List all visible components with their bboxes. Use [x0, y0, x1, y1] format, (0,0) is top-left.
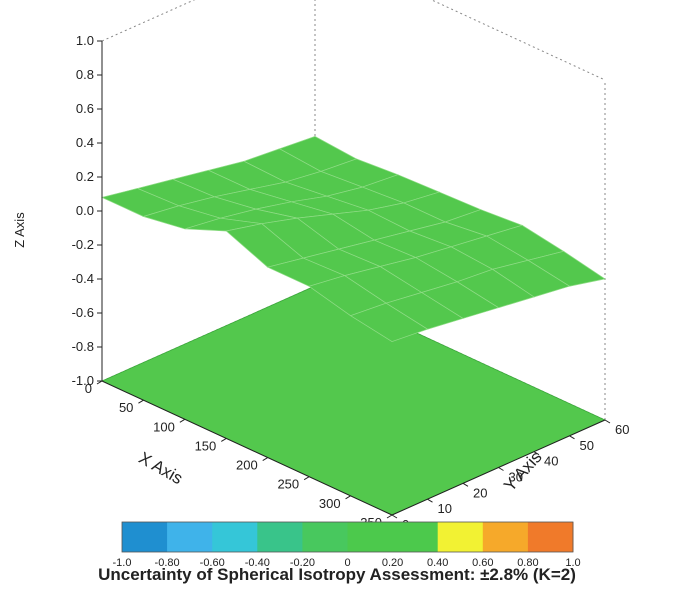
z-axis-label: Z Axis: [12, 212, 27, 248]
colorbar-label: 0.60: [472, 557, 493, 569]
z-tick-label: 0.6: [76, 101, 94, 116]
colorbar-swatch: [212, 522, 258, 552]
colorbar-label: -0.60: [200, 557, 225, 569]
colorbar-frame: [121, 521, 574, 553]
y-tick-label: 60: [615, 422, 629, 437]
colorbar-swatch: [302, 522, 348, 552]
colorbar-label: 0: [344, 557, 350, 569]
colorbar-swatch: [347, 522, 394, 552]
colorbar-label: -0.80: [155, 557, 180, 569]
z-tick-label: -1.0: [72, 373, 94, 388]
axis-ticks: -1.0 -0.8 -0.6 -0.4 -0.2 0.0 0.2 0.4 0.6 0.8 1.0 0 5…: [72, 33, 630, 532]
y-tick: [569, 435, 575, 440]
z-tick-label: 1.0: [76, 33, 94, 48]
z-tick-label: -0.4: [72, 271, 94, 286]
colorbar-swatch: [392, 522, 439, 552]
colorbar-label: 1.0: [565, 557, 580, 569]
y-tick: [498, 467, 504, 471]
colorbar-swatch: [482, 522, 529, 552]
x-tick-label: 50: [119, 400, 133, 415]
z-tick-label: 0.0: [76, 203, 94, 218]
colorbar-label: -0.40: [245, 557, 270, 569]
x-tick-label: 150: [195, 438, 217, 453]
colorbar-label: -1.0: [113, 557, 132, 569]
colorbar: -1.0 -0.80 -0.60 -0.40 -0.20 0 0.20 0.40 0.60 0.8…: [113, 521, 581, 569]
colorbar-label: 0.80: [517, 557, 538, 569]
z-tick-label: 0.4: [76, 135, 94, 150]
x-tick-label: 200: [236, 458, 258, 473]
x-axis-line: [101, 380, 393, 516]
y-tick: [427, 498, 433, 503]
x-tick: [221, 437, 227, 442]
x-tick: [386, 514, 393, 519]
chart-caption: Uncertainty of Spherical Isotropy Assess…: [98, 565, 576, 584]
x-tick-label: 250: [277, 477, 299, 492]
box-edge: [430, 0, 606, 81]
z-tick-label: -0.6: [72, 305, 94, 320]
y-tick: [604, 419, 611, 424]
y-tick: [391, 514, 398, 519]
z-tick-label: -0.8: [72, 339, 94, 354]
x-tick: [262, 457, 268, 462]
box-edge: [101, 0, 196, 42]
x-axis-label: X Axis: [136, 448, 186, 488]
y-tick-label: 30: [509, 470, 523, 485]
x-tick: [303, 476, 310, 481]
colorbar-label: -0.20: [290, 557, 315, 569]
x-tick: [96, 380, 103, 385]
surface-mesh: [100, 136, 606, 342]
x-tick-label: 0: [85, 381, 92, 396]
x-tick: [179, 418, 186, 423]
colorbar-swatch: [527, 522, 574, 552]
x-tick-label: 300: [319, 496, 341, 511]
colorbar-swatch: [437, 522, 484, 552]
colorbar-label: 0.20: [382, 557, 403, 569]
y-tick-label: 40: [544, 454, 558, 469]
colorbar-swatch: [167, 522, 213, 552]
x-tick-label: 100: [153, 419, 175, 434]
colorbar-swatch: [257, 522, 303, 552]
colorbar-label: 0.40: [427, 557, 448, 569]
x-tick: [138, 399, 144, 404]
z-tick-label: 0.2: [76, 169, 94, 184]
colorbar-swatch: [122, 522, 168, 552]
y-tick-label: 50: [580, 438, 594, 453]
surface-quad: [349, 302, 429, 342]
y-tick: [533, 451, 540, 456]
z-tick-label: 0.8: [76, 67, 94, 82]
y-tick-label: 20: [473, 485, 487, 500]
y-tick-label: 10: [438, 501, 452, 516]
y-tick: [462, 482, 469, 487]
z-tick-label: -0.2: [72, 237, 94, 252]
x-tick: [345, 495, 351, 500]
